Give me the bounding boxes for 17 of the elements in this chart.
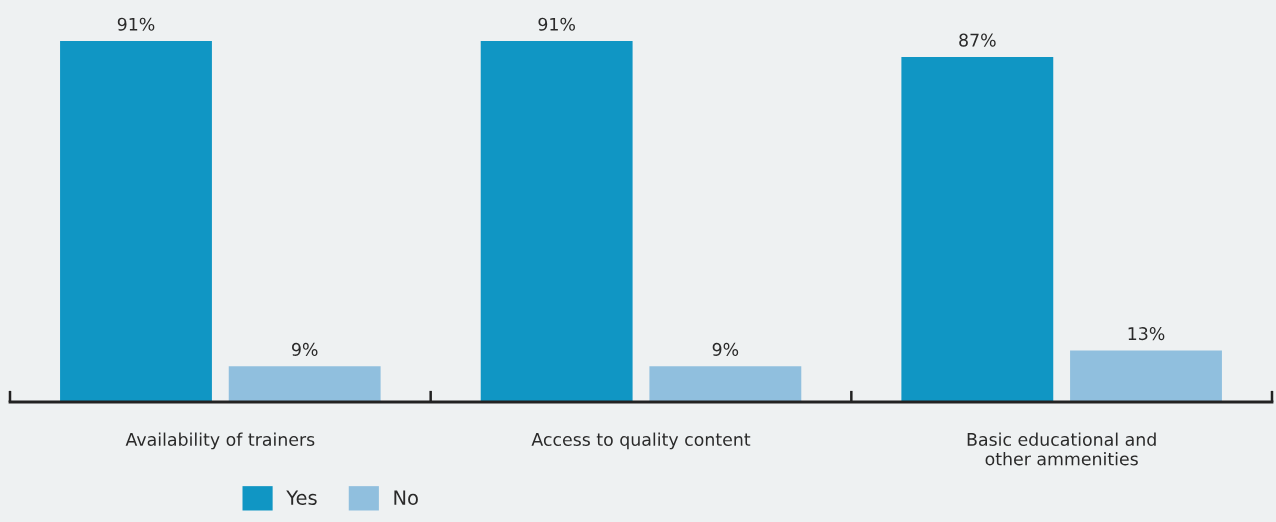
bar <box>649 366 802 402</box>
bar <box>480 41 633 402</box>
data-label: 9% <box>712 342 739 356</box>
x-tick-label: Availability of trainers <box>125 432 315 450</box>
data-label: 87% <box>959 33 996 47</box>
bar <box>1070 350 1222 402</box>
data-label: 9% <box>292 342 318 356</box>
data-label: 91% <box>538 17 575 31</box>
bar <box>228 366 381 402</box>
x-tick-label: Basic educational and other ammenities <box>967 432 1156 466</box>
bar <box>901 56 1054 402</box>
x-tick-label: Access to quality content <box>531 432 751 450</box>
data-label: 91% <box>117 17 155 31</box>
legend-label: Yes <box>286 490 317 505</box>
data-label: 13% <box>1128 327 1165 341</box>
bar <box>60 41 212 402</box>
legend-label: No <box>394 490 418 505</box>
